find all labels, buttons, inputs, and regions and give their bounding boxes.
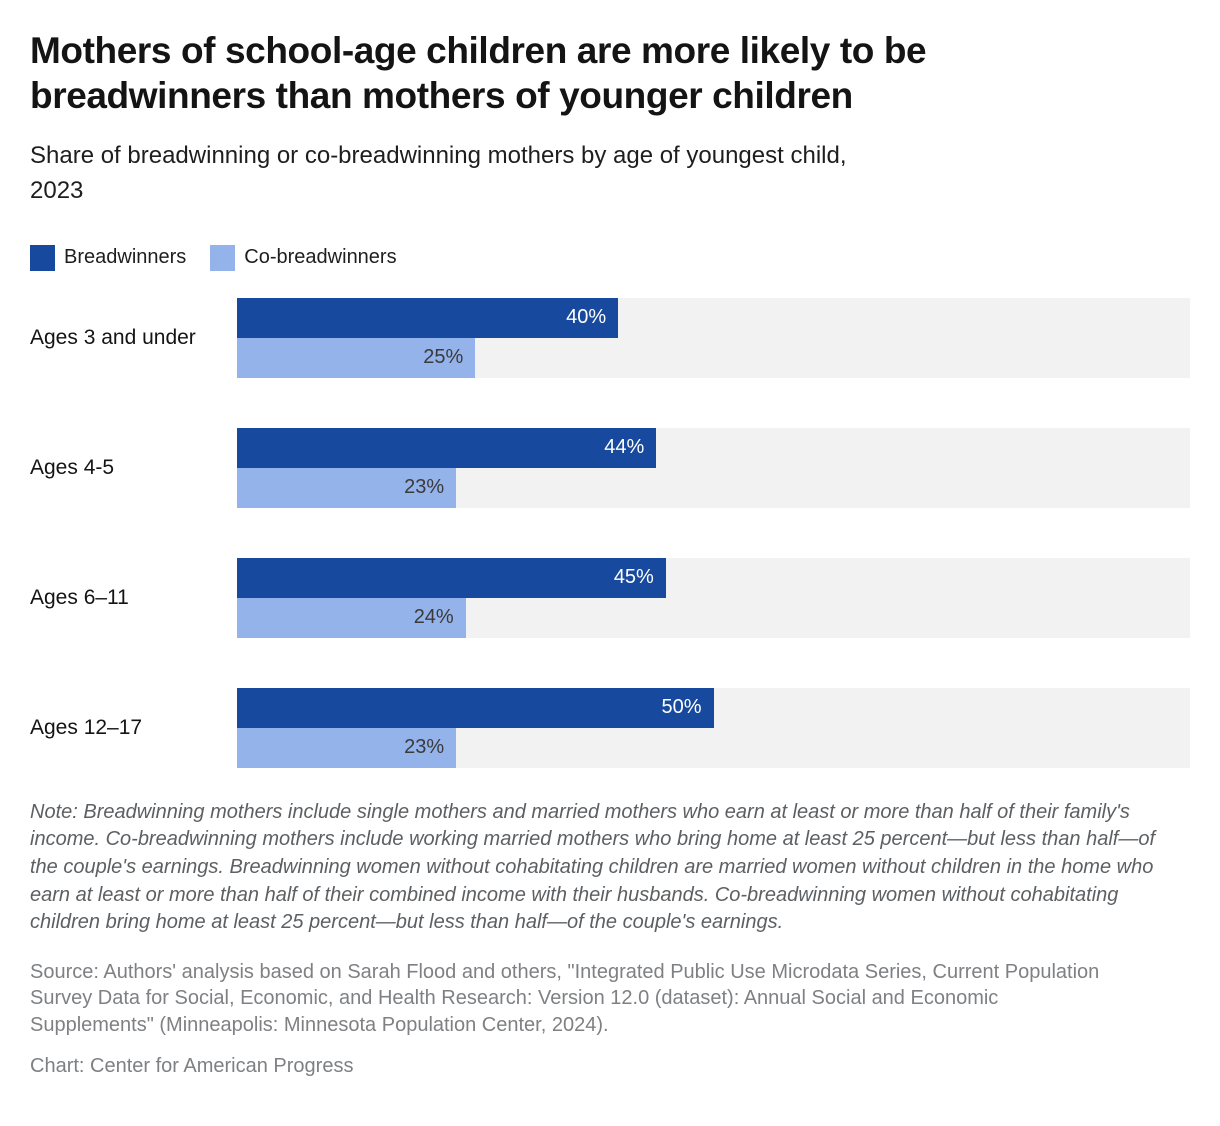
chart-credit: Chart: Center for American Progress xyxy=(30,1054,354,1077)
bar-group-ages-12-17: Ages 12–17 50% 23% xyxy=(30,687,1190,768)
value-label: 25% xyxy=(423,346,464,369)
value-label: 23% xyxy=(404,736,445,759)
value-label: 40% xyxy=(566,306,607,329)
category-label: Ages 3 and under xyxy=(30,325,196,349)
category-label: Ages 12–17 xyxy=(30,715,143,739)
bar-group-ages-6-11: Ages 6–11 45% 24% xyxy=(30,557,1190,638)
category-label: Ages 6–11 xyxy=(30,585,129,609)
bar-track: 45% 24% xyxy=(237,557,1190,638)
breadwinners-swatch xyxy=(30,244,55,271)
breadwinners-bar: 45% xyxy=(237,557,666,598)
bar-group-ages-4-5: Ages 4-5 44% 23% xyxy=(30,427,1190,508)
value-label: 45% xyxy=(613,566,654,589)
co-breadwinners-swatch xyxy=(210,244,236,271)
co-breadwinners-bar: 23% xyxy=(237,467,457,508)
legend-label: Breadwinners xyxy=(64,246,187,269)
legend-item-breadwinners: Breadwinners xyxy=(30,244,187,271)
co-breadwinners-bar: 24% xyxy=(237,597,466,638)
category-label: Ages 4-5 xyxy=(30,455,115,479)
breadwinners-bar: 50% xyxy=(237,687,714,728)
value-label: 24% xyxy=(413,606,454,629)
co-breadwinners-bar: 23% xyxy=(237,727,457,768)
value-label: 23% xyxy=(404,476,445,499)
bar-chart: Ages 3 and under 40% 25% Ages 4-5 44% 23… xyxy=(30,297,1190,768)
chart-note: Note: Breadwinning mothers include singl… xyxy=(30,800,1156,934)
bar-track: 40% 25% xyxy=(237,297,1190,378)
breadwinners-bar: 44% xyxy=(237,427,657,468)
breadwinners-bar: 40% xyxy=(237,297,619,338)
bar-track: 50% 23% xyxy=(237,687,1190,768)
value-label: 44% xyxy=(604,436,645,459)
legend-item-co-breadwinners: Co-breadwinners xyxy=(210,244,397,271)
co-breadwinners-bar: 25% xyxy=(237,337,476,378)
chart-page: Mothers of school-age children are more … xyxy=(30,30,1190,1077)
chart-subtitle: Share of breadwinning or co-breadwinning… xyxy=(30,142,847,205)
chart-title: Mothers of school-age children are more … xyxy=(30,30,927,117)
value-label: 50% xyxy=(661,696,702,719)
legend-label: Co-breadwinners xyxy=(244,246,397,269)
bar-group-ages-3-and-under: Ages 3 and under 40% 25% xyxy=(30,297,1190,378)
bar-track: 44% 23% xyxy=(237,427,1190,508)
legend: Breadwinners Co-breadwinners xyxy=(30,244,1190,271)
chart-source: Source: Authors' analysis based on Sarah… xyxy=(30,960,1100,1036)
